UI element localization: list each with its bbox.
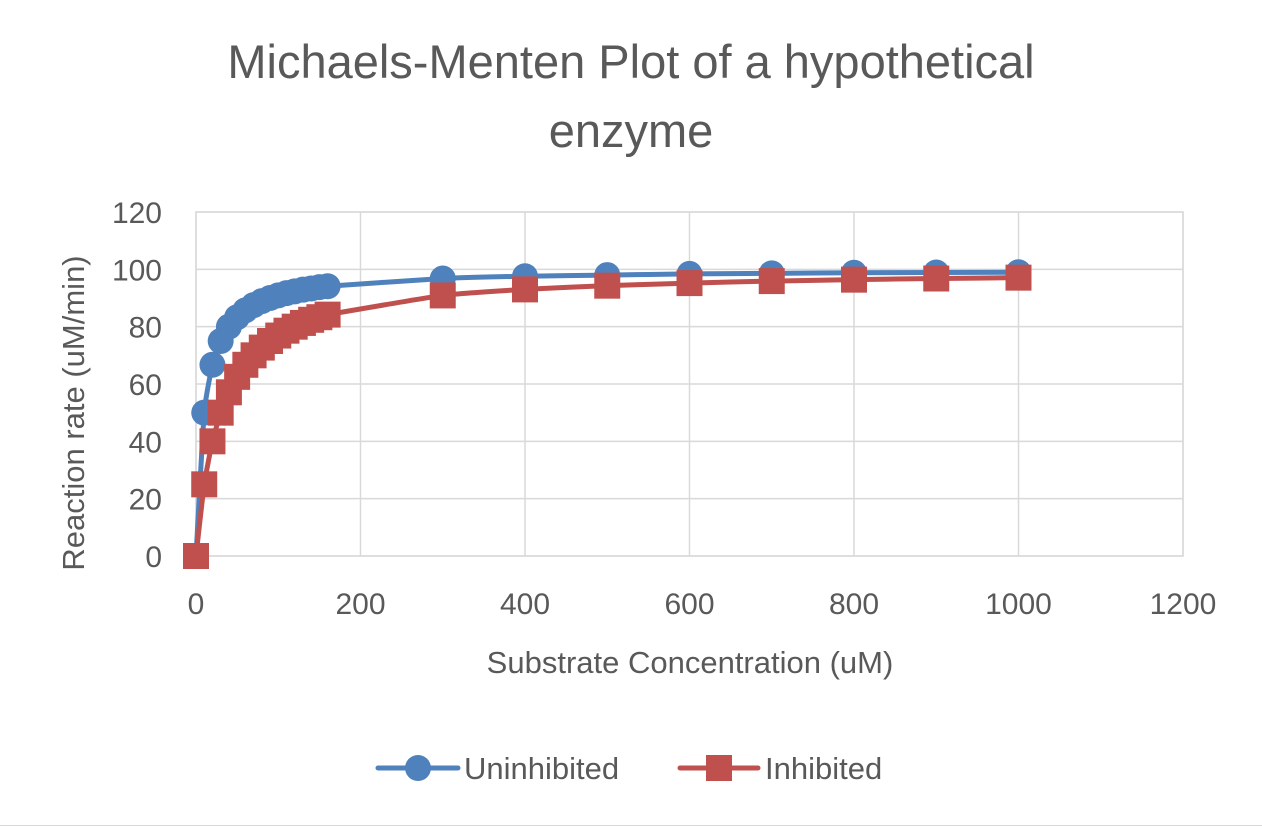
legend-item-inhibited: Inhibited [677, 751, 882, 786]
x-axis-title: Substrate Concentration (uM) [487, 645, 894, 680]
x-tick-label: 800 [829, 588, 879, 621]
legend-marker-square [706, 755, 732, 781]
data-point-inhibited [183, 543, 209, 569]
data-point-inhibited [923, 265, 950, 292]
y-tick-label: 80 [129, 312, 162, 345]
data-point-uninhibited [199, 351, 226, 378]
legend-label-inhibited: Inhibited [765, 751, 882, 786]
plot-area-border [195, 211, 1184, 557]
legend-marker-circle [405, 755, 431, 781]
y-axis-title: Reaction rate (uM/min) [56, 255, 91, 570]
chart-title-line-1: Michaels-Menten Plot of a hypothetical [227, 35, 1034, 88]
data-point-inhibited [676, 270, 703, 297]
data-point-inhibited [594, 272, 621, 299]
data-point-inhibited [841, 266, 867, 293]
y-tick-label: 40 [129, 426, 162, 459]
y-tick-label: 0 [145, 541, 162, 574]
series [183, 259, 1032, 569]
x-tick-label: 200 [335, 588, 385, 621]
y-tick-label: 20 [129, 484, 162, 517]
data-point-uninhibited [314, 273, 341, 300]
legend-label-uninhibited: Uninhibited [464, 751, 619, 786]
legend: Uninhibited Inhibited [375, 751, 882, 786]
series-inhibited [183, 264, 1032, 569]
y-tick-label: 60 [129, 369, 162, 402]
y-axis-ticks: 0 20 40 60 80 100 120 [112, 197, 162, 574]
data-point-inhibited [199, 428, 226, 455]
x-axis-ticks: 0 200 400 600 800 1000 1200 [188, 588, 1217, 621]
x-tick-label: 0 [188, 588, 205, 621]
data-point-inhibited [758, 268, 785, 295]
data-point-inhibited [429, 282, 456, 309]
legend-item-uninhibited: Uninhibited [375, 751, 619, 786]
data-point-inhibited [512, 276, 538, 303]
chart-title: Michaels-Menten Plot of a hypothetical e… [227, 35, 1034, 157]
x-tick-label: 600 [664, 588, 714, 621]
x-tick-label: 400 [500, 588, 550, 621]
x-tick-label: 1200 [1150, 588, 1217, 621]
data-point-inhibited [1005, 264, 1032, 291]
data-point-inhibited [191, 471, 218, 498]
data-point-inhibited [314, 301, 341, 328]
chart-title-line-2: enzyme [549, 104, 714, 157]
y-tick-label: 120 [112, 197, 162, 230]
y-tick-label: 100 [112, 254, 162, 287]
x-tick-label: 1000 [985, 588, 1052, 621]
